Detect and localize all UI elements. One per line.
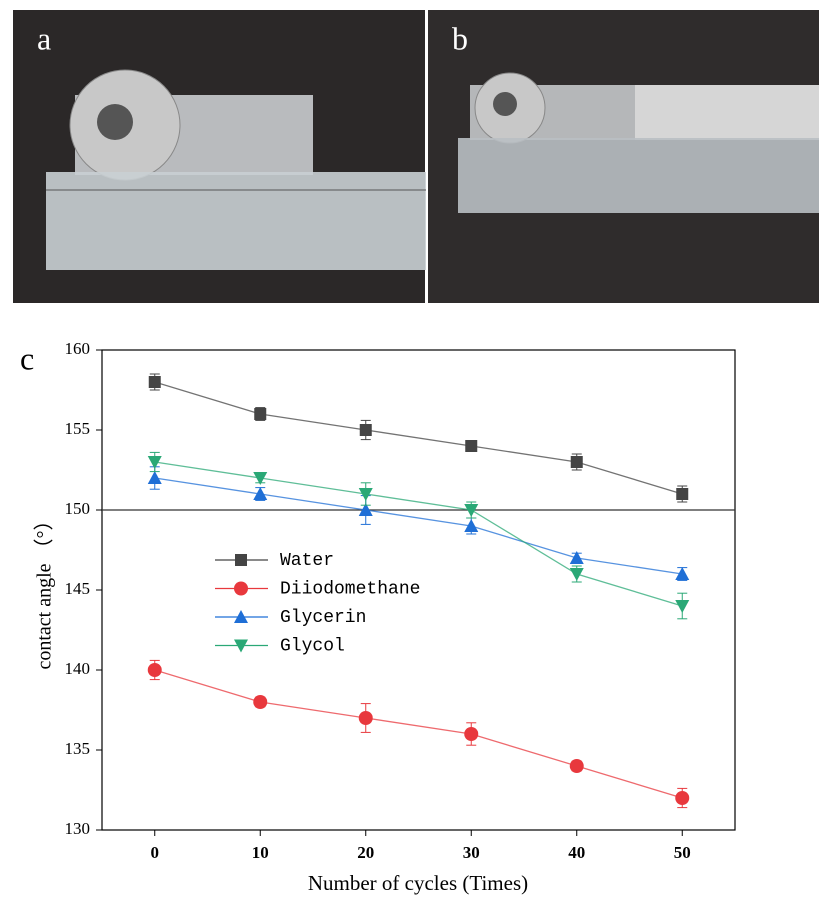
marker xyxy=(147,471,162,484)
series-line xyxy=(154,477,683,575)
y-axis-label: contact angle （°） xyxy=(33,510,56,669)
legend-marker xyxy=(234,610,248,623)
marker xyxy=(253,487,268,500)
legend-label: Glycol xyxy=(280,636,345,656)
photo-a: a xyxy=(13,10,426,303)
legend-label: Glycerin xyxy=(280,608,366,628)
marker xyxy=(358,488,373,501)
legend-marker xyxy=(234,581,248,596)
x-tick-label: 20 xyxy=(357,843,374,862)
x-tick-label: 0 xyxy=(151,843,160,862)
x-axis-label: Number of cycles (Times) xyxy=(308,871,528,895)
y-tick-label: 135 xyxy=(65,739,91,758)
marker xyxy=(253,472,268,485)
marker xyxy=(569,759,584,773)
marker xyxy=(358,711,373,725)
marker xyxy=(464,727,479,741)
legend-marker xyxy=(234,639,248,653)
marker xyxy=(147,456,162,469)
marker xyxy=(358,503,373,516)
marker xyxy=(464,519,479,532)
marker xyxy=(675,567,690,580)
series-line xyxy=(154,381,683,495)
x-tick-label: 40 xyxy=(568,843,585,862)
y-tick-label: 150 xyxy=(65,499,91,518)
marker xyxy=(570,456,583,468)
photo-b: b xyxy=(428,10,819,303)
legend-marker xyxy=(235,554,247,566)
y-tick-label: 160 xyxy=(65,339,91,358)
panel-label: c xyxy=(20,340,34,376)
marker xyxy=(675,600,690,613)
y-tick-label: 155 xyxy=(65,419,91,438)
marker xyxy=(359,424,372,436)
marker xyxy=(148,376,161,388)
marker xyxy=(253,695,268,709)
legend-label: Water xyxy=(280,551,334,571)
y-tick-label: 145 xyxy=(65,579,91,598)
marker xyxy=(675,791,690,805)
marker xyxy=(147,663,162,677)
x-tick-label: 30 xyxy=(463,843,480,862)
panel-label: b xyxy=(452,20,468,56)
marker xyxy=(676,488,689,500)
marker xyxy=(254,408,267,420)
x-tick-label: 10 xyxy=(252,843,269,862)
y-tick-label: 130 xyxy=(65,819,91,838)
marker xyxy=(569,568,584,581)
series-line xyxy=(154,669,683,799)
marker xyxy=(569,551,584,564)
legend-label: Diiodomethane xyxy=(280,579,420,599)
marker xyxy=(465,440,478,452)
panel-label: a xyxy=(37,20,51,56)
y-tick-label: 140 xyxy=(65,659,91,678)
x-tick-label: 50 xyxy=(674,843,691,862)
marker xyxy=(464,504,479,517)
series-line xyxy=(154,461,683,607)
